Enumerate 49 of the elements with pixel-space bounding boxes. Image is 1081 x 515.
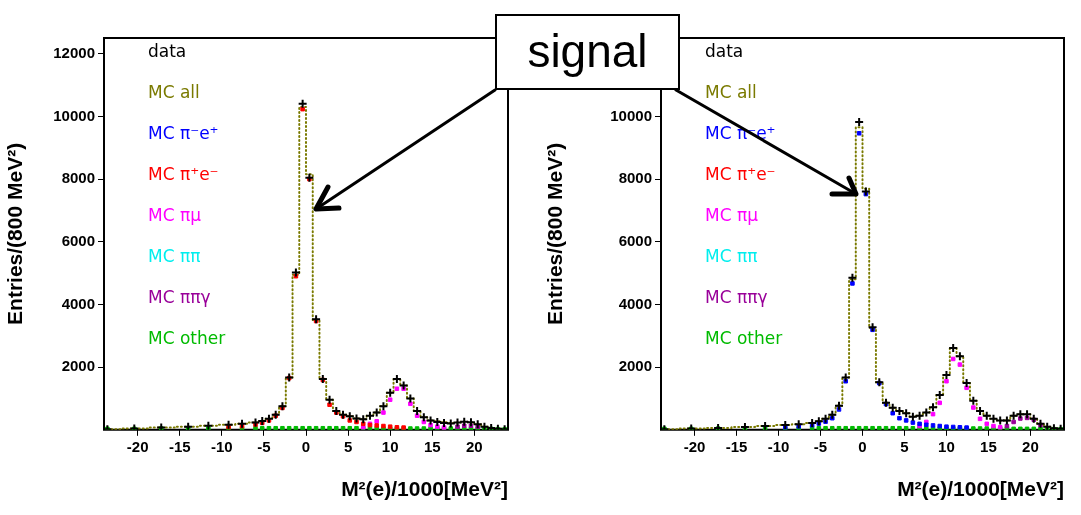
x-tick-label: -20 (126, 437, 149, 455)
y-axis-title: Entries/(800 MeV²) (543, 142, 567, 325)
text: MC ππγ (148, 287, 211, 308)
text: MC ππγ (705, 287, 768, 308)
x-tick-label: -15 (168, 437, 191, 455)
x-tick-label: -5 (257, 437, 271, 455)
x-tick-label: 15 (980, 437, 997, 455)
x-tick-label: 0 (858, 437, 867, 455)
text: data (705, 41, 744, 62)
y-tick-label: 10000 (610, 106, 652, 124)
x-tick-label: -10 (210, 437, 233, 455)
x-tick-label: 20 (1022, 437, 1039, 455)
legend-label: MC ππ (148, 246, 201, 267)
legend-label: MC π⁺e⁻ (705, 164, 776, 185)
text: MC other (705, 328, 783, 349)
y-axis-title: Entries/(800 MeV²) (3, 142, 27, 325)
y-tick-label: 12000 (53, 43, 95, 61)
y-tick-label: 6000 (61, 231, 95, 249)
y-tick-label: 10000 (53, 106, 95, 124)
x-tick-label: 20 (465, 437, 483, 455)
text: MC all (705, 82, 757, 103)
y-tick-label: 8000 (61, 169, 95, 187)
y-tick-label: 4000 (61, 294, 95, 312)
y-tick-label: 4000 (618, 294, 652, 312)
x-tick-label: 15 (423, 437, 441, 455)
text: MC πμ (705, 205, 759, 226)
x-axis-title: M²(e)/1000[MeV²] (341, 477, 508, 501)
text: data (148, 41, 187, 62)
legend-label: MC ππ (705, 246, 758, 267)
x-tick-label: 5 (343, 437, 353, 455)
text: MC all (148, 82, 200, 103)
y-tick-label: 2000 (61, 357, 95, 375)
x-tick-label: -10 (767, 437, 790, 455)
y-tick-label: 2000 (618, 357, 652, 375)
x-axis-title: M²(e)/1000[MeV²] (897, 477, 1064, 501)
y-tick-label: 8000 (618, 169, 652, 187)
x-tick-label: 5 (900, 437, 909, 455)
x-tick-label: 10 (938, 437, 955, 455)
text: MC other (148, 328, 226, 349)
x-tick-label: 0 (301, 437, 311, 455)
text: MC π⁺e⁻ (148, 164, 219, 185)
x-tick-label: 10 (381, 437, 399, 455)
x-tick-label: -5 (813, 437, 828, 455)
y-tick-label: 6000 (618, 231, 652, 249)
legend-label: MC π⁻e⁺ (148, 123, 219, 144)
text: signal (495, 14, 680, 90)
x-tick-label: -20 (683, 437, 706, 455)
text: MC πμ (148, 205, 202, 226)
x-tick-label: -15 (725, 437, 748, 455)
